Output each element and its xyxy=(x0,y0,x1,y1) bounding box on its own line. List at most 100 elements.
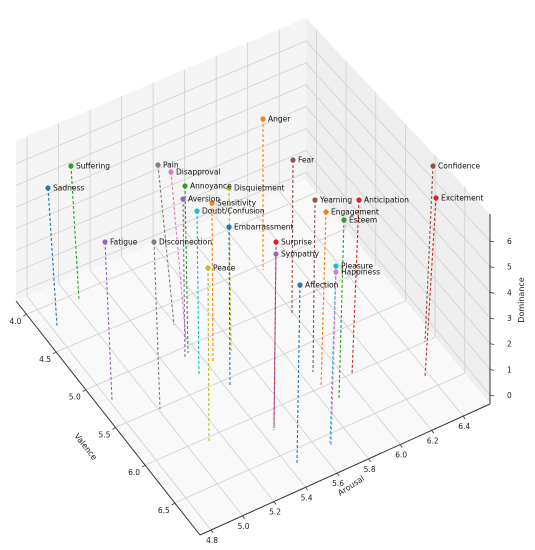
arousal-tick-label: 4.8 xyxy=(206,536,218,545)
drop-line-sensitivity xyxy=(211,202,214,364)
valence-tick-label: 4.0 xyxy=(9,317,21,326)
point-excitement xyxy=(433,195,439,201)
arousal-axis-line xyxy=(199,403,491,536)
point-sympathy xyxy=(273,251,279,257)
arousal-tick-mark xyxy=(462,415,466,420)
point-engagement xyxy=(323,209,329,215)
dominance-tick-mark xyxy=(489,240,495,243)
back-pane-left xyxy=(16,18,306,301)
point-disapproval xyxy=(168,169,174,175)
drop-lines xyxy=(47,119,437,464)
drop-line-embarrassment xyxy=(228,226,231,387)
drop-line-surprise xyxy=(273,241,277,429)
drop-line-disconnection xyxy=(153,241,161,410)
floor-grid-line xyxy=(152,243,338,474)
dominance-tick-label: 1 xyxy=(507,365,512,374)
point-doubt-confusion xyxy=(194,208,200,214)
point-label-disapproval: Disapproval xyxy=(176,168,221,177)
point-label-engagement: Engagement xyxy=(331,208,379,217)
valence-tick-mark xyxy=(82,389,86,393)
point-label-sympathy: Sympathy xyxy=(281,250,320,259)
valence-tick-mark xyxy=(141,464,146,468)
arousal-tick-mark xyxy=(336,472,340,477)
floor-grid-line xyxy=(26,192,317,315)
dominance-tick-mark xyxy=(489,343,495,346)
point-happiness xyxy=(333,269,339,275)
drop-line-confidence xyxy=(424,165,434,343)
dominance-tick-label: 6 xyxy=(507,237,512,246)
valence-tick-label: 5.5 xyxy=(98,430,110,439)
point-label-fear: Fear xyxy=(298,156,315,165)
point-disquietment xyxy=(226,185,232,191)
arousal-tick-mark xyxy=(242,515,245,519)
point-sadness xyxy=(45,185,51,191)
point-label-peace: Peace xyxy=(213,264,236,273)
dominance-tick-label: 3 xyxy=(507,314,512,323)
floor-grid-line xyxy=(215,217,401,445)
data-points xyxy=(45,116,439,288)
drop-line-pleasure xyxy=(329,265,337,444)
floor-grid-line xyxy=(89,269,275,502)
point-anger xyxy=(260,116,266,122)
arousal-tick-label: 6.0 xyxy=(395,451,407,460)
valence-tick-label: 4.5 xyxy=(39,355,51,364)
dominance-tick-mark xyxy=(489,368,495,371)
point-affection xyxy=(297,282,303,288)
arousal-tick-mark xyxy=(431,430,435,434)
arousal-tick-label: 5.4 xyxy=(301,493,313,502)
point-label-aversion: Aversion xyxy=(188,195,220,204)
drop-line-disquietment xyxy=(228,187,232,353)
drop-line-disapproval xyxy=(170,171,187,341)
arousal-tick-label: 6.2 xyxy=(427,436,439,445)
point-surprise xyxy=(273,239,279,245)
back-pane-right xyxy=(306,18,490,404)
point-label-esteem: Esteem xyxy=(349,216,377,225)
point-label-excitement: Excitement xyxy=(441,194,483,203)
wall-grid-line xyxy=(15,171,491,396)
point-fatigue xyxy=(102,239,108,245)
point-label-pleasure: Pleasure xyxy=(341,262,373,271)
dominance-tick-mark xyxy=(489,317,495,320)
arousal-tick-mark xyxy=(305,487,308,491)
wall-grid-line xyxy=(15,149,491,370)
drop-line-sympathy xyxy=(273,253,277,431)
arousal-tick-label: 5.8 xyxy=(364,465,376,474)
floor-grid-line xyxy=(26,296,212,531)
point-label-anger: Anger xyxy=(268,115,291,124)
wall-grid-line xyxy=(15,62,491,267)
grid-lines xyxy=(15,29,491,531)
point-label-happiness: Happiness xyxy=(341,268,380,277)
point-pleasure xyxy=(333,263,339,269)
drop-line-fear xyxy=(291,159,294,314)
point-label-disconnection: Disconnection xyxy=(159,238,212,247)
point-label-sensitivity: Sensitivity xyxy=(217,199,257,208)
wall-grid-line xyxy=(15,84,491,293)
arousal-tick-mark xyxy=(368,458,371,463)
drop-line-sadness xyxy=(47,187,58,327)
point-label-fatigue: Fatigue xyxy=(110,238,138,247)
axes xyxy=(15,214,491,536)
arousal-tick-label: 5.2 xyxy=(269,508,281,517)
arousal-tick-mark xyxy=(210,529,214,534)
drop-line-anticipation xyxy=(351,199,360,376)
dominance-tick-mark xyxy=(489,394,495,397)
point-label-anticipation: Anticipation xyxy=(364,196,409,205)
dominance-tick-label: 0 xyxy=(507,391,512,400)
drop-line-peace xyxy=(207,267,210,442)
point-label-yearning: Yearning xyxy=(319,196,352,205)
point-confidence xyxy=(430,163,436,169)
floor-grid-line xyxy=(174,372,465,504)
floor-grid-line xyxy=(184,230,369,460)
point-label-suffering: Suffering xyxy=(76,162,110,171)
dominance-tick-mark xyxy=(489,291,495,294)
point-label-confidence: Confidence xyxy=(438,162,481,171)
tick-labels: 4.0 4.5 5.0 5.5 6.0 6.5 4.8 5.0 5.2 5.4 5.6 5.8 6.0 6… xyxy=(9,237,512,545)
point-fear xyxy=(290,157,296,163)
arousal-tick-mark xyxy=(273,501,277,505)
valence-tick-mark xyxy=(52,351,57,355)
valence-tick-mark xyxy=(23,313,27,317)
drop-line-happiness xyxy=(330,271,337,447)
